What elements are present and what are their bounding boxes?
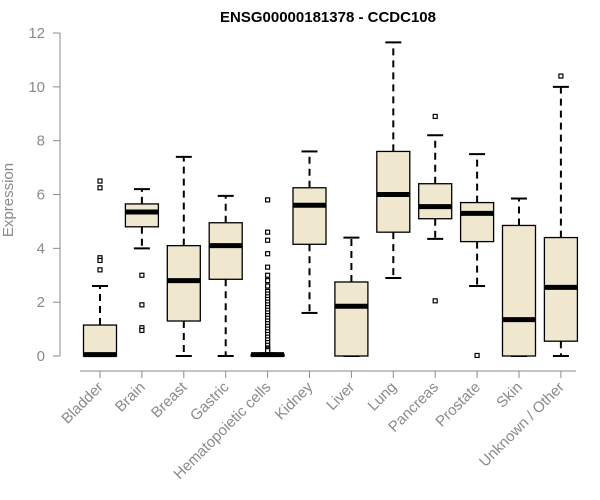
y-axis-label: Expression	[0, 163, 17, 237]
outlier-point	[558, 73, 564, 79]
y-tick-label: 8	[37, 133, 45, 150]
x-tick-label: Kidney	[272, 378, 317, 423]
y-axis-ticks: 0 2 4 6 8 10 12	[28, 25, 60, 365]
box-body	[208, 222, 243, 280]
outlier-point	[474, 352, 480, 359]
box-unknown-other	[543, 73, 579, 357]
box-body	[376, 150, 411, 233]
outlier-point	[265, 251, 271, 257]
box-body	[166, 244, 201, 322]
box-liver	[334, 236, 369, 357]
box-hematopoietic-cells	[250, 197, 285, 358]
outlier-point	[97, 185, 103, 191]
outlier-point	[139, 272, 145, 278]
outlier-point	[265, 348, 271, 354]
box-gastric	[208, 194, 243, 357]
outlier-point	[139, 302, 145, 308]
box-skin	[501, 197, 537, 357]
outlier-point	[265, 237, 271, 243]
x-tick-label: Breast	[148, 378, 191, 421]
y-tick-label: 2	[37, 294, 45, 311]
x-tick-label: Lung	[365, 379, 401, 415]
box-bladder	[82, 178, 118, 358]
chart-title: ENSG00000181378 - CCDC108	[220, 9, 436, 26]
box-lung	[376, 41, 411, 279]
x-tick-label: Liver	[323, 379, 358, 414]
x-tick-label: Bladder	[58, 379, 107, 428]
outlier-point	[265, 229, 271, 235]
box-body	[334, 281, 369, 357]
box-body	[124, 203, 160, 228]
outlier-point	[265, 283, 271, 289]
box-body	[292, 187, 327, 245]
box-body	[418, 183, 453, 220]
x-tick-label: Brain	[112, 379, 149, 416]
outlier-point	[432, 298, 438, 304]
outlier-point	[97, 267, 103, 273]
outlier-point	[265, 264, 271, 270]
outlier-point	[97, 178, 103, 184]
y-tick-label: 12	[28, 25, 45, 42]
outlier-point	[432, 113, 438, 120]
box-breast	[166, 155, 201, 357]
outlier-point	[97, 257, 103, 264]
x-tick-label: Prostate	[432, 379, 484, 431]
y-tick-label: 6	[37, 187, 45, 204]
box-body	[501, 224, 537, 357]
y-tick-label: 0	[37, 348, 45, 365]
y-tick-label: 10	[28, 79, 45, 96]
outlier-point	[139, 327, 145, 334]
outlier-point	[265, 272, 271, 278]
box-kidney	[292, 150, 327, 314]
box-pancreas	[418, 113, 453, 304]
y-tick-label: 4	[37, 240, 45, 257]
outlier-point	[265, 197, 271, 203]
outlier-point	[265, 278, 271, 284]
box-series	[82, 41, 579, 359]
box-prostate	[459, 153, 495, 359]
box-body	[459, 201, 495, 243]
x-tick-label: Skin	[493, 379, 526, 412]
box-brain	[124, 188, 160, 334]
box-body	[82, 324, 118, 357]
